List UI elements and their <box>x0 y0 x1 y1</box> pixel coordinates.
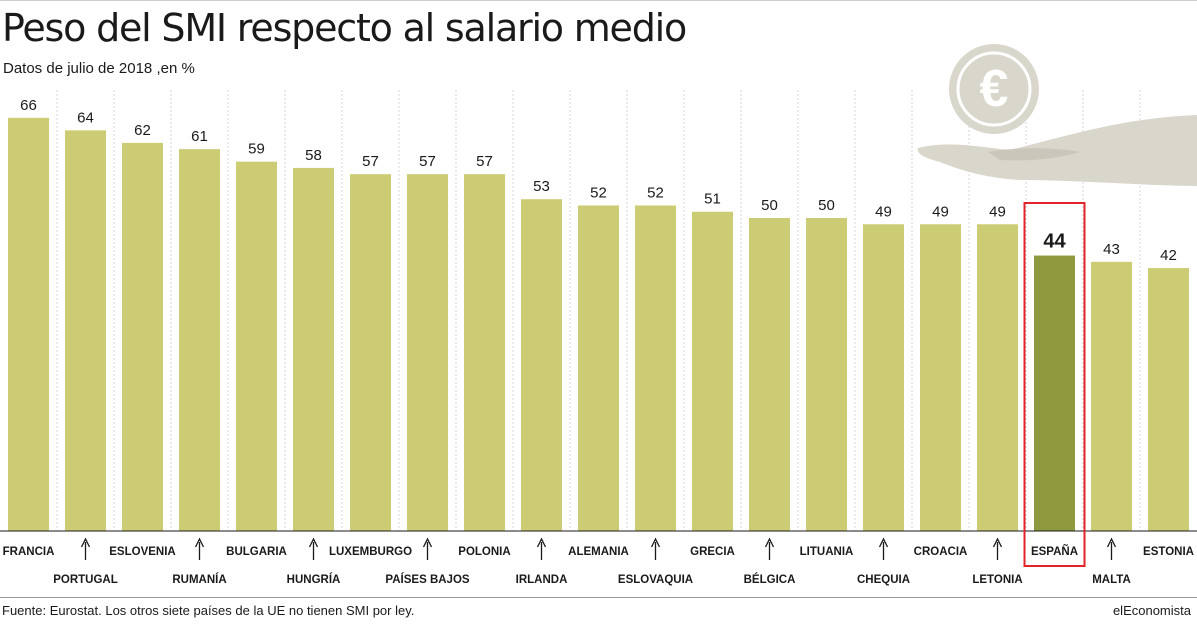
footer-rule <box>0 597 1197 598</box>
arrow-head <box>422 537 433 548</box>
euro-coin-icon: € <box>949 44 1039 134</box>
x-tick-label: POLONIA <box>458 546 510 558</box>
data-label: 49 <box>989 203 1006 220</box>
bar <box>179 149 220 531</box>
data-label: 49 <box>932 203 949 220</box>
x-tick-label: RUMANÍA <box>172 573 226 586</box>
bar <box>293 167 334 532</box>
x-tick-label: PAÍSES BAJOS <box>385 573 469 586</box>
bar <box>806 218 847 531</box>
chart-subtitle: Datos de julio de 2018 ,en % <box>3 60 195 77</box>
bar <box>8 117 49 531</box>
x-tick-label: ESTONIA <box>1143 546 1194 558</box>
data-label: 44 <box>1043 231 1066 253</box>
arrow-head <box>194 537 205 548</box>
bar <box>920 224 961 531</box>
arrow-head <box>1106 537 1117 548</box>
bar <box>1091 261 1132 531</box>
x-tick-label: BULGARIA <box>226 546 287 558</box>
bar <box>236 161 277 531</box>
bar <box>350 174 391 531</box>
svg-text:€: € <box>980 60 1009 118</box>
data-label: 61 <box>191 128 208 145</box>
data-label: 59 <box>248 141 265 158</box>
data-label: 57 <box>362 153 379 170</box>
x-tick-label: HUNGRÍA <box>287 573 341 586</box>
x-tick-label: GRECIA <box>690 546 735 558</box>
x-tick-label: BÉLGICA <box>744 573 796 586</box>
data-label: 58 <box>305 147 322 164</box>
brand-logo: elEconomista <box>1112 603 1191 618</box>
bar <box>407 174 448 531</box>
arrow-head <box>536 537 547 548</box>
x-tick-label: ESLOVAQUIA <box>618 574 693 586</box>
x-tick-label: CROACIA <box>914 546 968 558</box>
value-labels: 66 64 62 61 59 58 57 57 57 53 52 52 51 50 50 49 49 49 44 43… <box>20 97 1177 264</box>
bar <box>65 130 106 532</box>
arrow-head <box>308 537 319 548</box>
data-label: 62 <box>134 122 151 139</box>
data-label: 57 <box>476 153 493 170</box>
bar <box>692 211 733 532</box>
data-label: 51 <box>704 191 721 208</box>
category-labels: FRANCIA PORTUGAL ESLOVENIA RUMANÍA BULGARIA H… <box>3 545 1194 586</box>
arrow-head <box>992 537 1003 548</box>
bar <box>1034 255 1075 531</box>
x-tick-label: CHEQUIA <box>857 574 910 586</box>
x-tick-label: FRANCIA <box>3 546 55 558</box>
highlight-box <box>1023 202 1086 567</box>
bar <box>521 199 562 531</box>
illustration: € <box>917 44 1197 186</box>
bar <box>749 218 790 531</box>
x-tick-label: ALEMANIA <box>568 546 629 558</box>
data-label: 52 <box>647 184 664 201</box>
data-label: 50 <box>761 197 778 214</box>
x-tick-label: LITUANIA <box>800 546 854 558</box>
bar <box>863 224 904 531</box>
x-tick-label: MALTA <box>1092 574 1131 586</box>
arrow-head <box>878 537 889 548</box>
chart-title: Peso del SMI respecto al salario medio <box>2 6 687 50</box>
data-label: 42 <box>1160 247 1177 264</box>
x-tick-label: IRLANDA <box>516 574 568 586</box>
x-tick-label: PORTUGAL <box>53 574 118 586</box>
arrow-head <box>764 537 775 548</box>
x-tick-label: LUXEMBURGO <box>329 546 412 558</box>
data-label: 52 <box>590 184 607 201</box>
x-tick-label: LETONIA <box>972 574 1022 586</box>
data-label: 53 <box>533 178 550 195</box>
bar-chart: € 66 64 62 61 59 58 57 57 57 53 52 52 51 50 50 49 49 49 44… <box>0 44 1197 586</box>
bar <box>578 205 619 532</box>
bar <box>122 142 163 531</box>
data-label: 64 <box>77 109 94 126</box>
open-hand-icon <box>917 115 1197 186</box>
arrow-head <box>80 537 91 548</box>
top-rule <box>0 0 1197 1</box>
bar <box>977 224 1018 531</box>
data-label: 57 <box>419 153 436 170</box>
arrow-head <box>650 537 661 548</box>
data-label: 50 <box>818 197 835 214</box>
bar <box>635 205 676 532</box>
bars <box>8 117 1189 532</box>
label-arrows <box>80 537 1117 560</box>
source-note: Fuente: Eurostat. Los otros siete países… <box>2 603 415 618</box>
data-label: 43 <box>1103 241 1120 258</box>
x-tick-label: ESPAÑA <box>1031 545 1078 558</box>
x-tick-label: ESLOVENIA <box>109 546 175 558</box>
bar <box>464 174 505 531</box>
data-label: 66 <box>20 97 37 114</box>
bar <box>1148 268 1189 531</box>
data-label: 49 <box>875 203 892 220</box>
